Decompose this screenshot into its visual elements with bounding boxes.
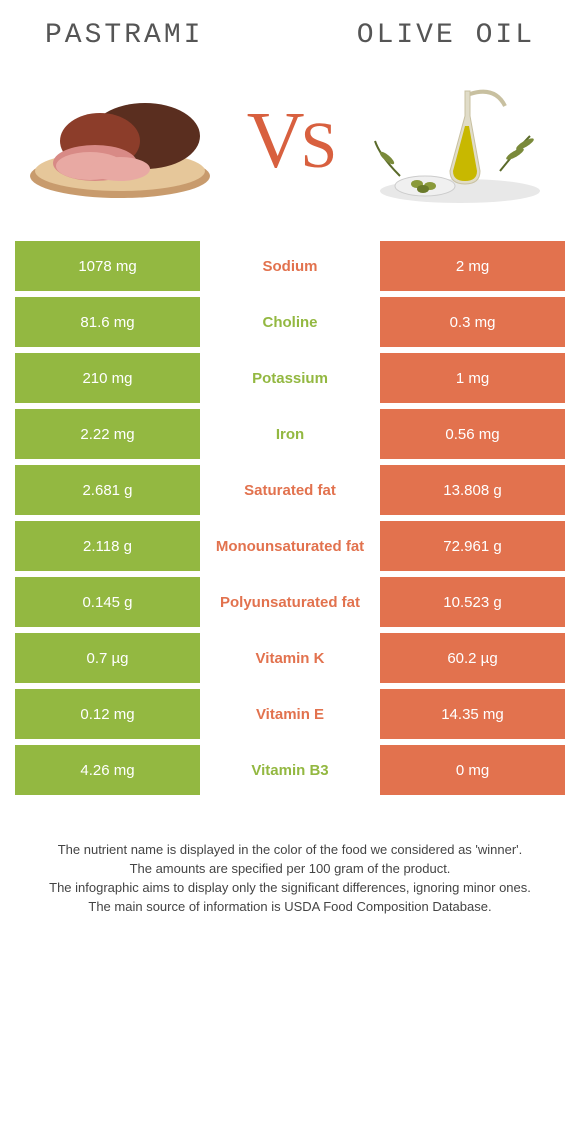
nutrient-label: Potassium xyxy=(200,353,380,403)
table-row: 2.22 mgIron0.56 mg xyxy=(15,409,565,459)
nutrient-label: Vitamin B3 xyxy=(200,745,380,795)
nutrient-label: Iron xyxy=(200,409,380,459)
nutrient-label: Polyunsaturated fat xyxy=(200,577,380,627)
vs-label: VS xyxy=(247,96,334,187)
vs-s: S xyxy=(301,109,334,182)
olive-oil-image xyxy=(365,81,555,201)
right-value: 2 mg xyxy=(380,241,565,291)
vs-v: V xyxy=(247,97,301,185)
nutrient-label: Saturated fat xyxy=(200,465,380,515)
title-left: PASTRAMI xyxy=(45,20,203,51)
left-value: 81.6 mg xyxy=(15,297,200,347)
left-value: 1078 mg xyxy=(15,241,200,291)
right-value: 0.3 mg xyxy=(380,297,565,347)
footer-line: The main source of information is USDA F… xyxy=(25,898,555,917)
table-row: 1078 mgSodium2 mg xyxy=(15,241,565,291)
left-value: 0.12 mg xyxy=(15,689,200,739)
left-value: 4.26 mg xyxy=(15,745,200,795)
table-row: 4.26 mgVitamin B30 mg xyxy=(15,745,565,795)
right-value: 14.35 mg xyxy=(380,689,565,739)
table-row: 210 mgPotassium1 mg xyxy=(15,353,565,403)
left-value: 0.7 µg xyxy=(15,633,200,683)
left-value: 2.118 g xyxy=(15,521,200,571)
left-value: 2.681 g xyxy=(15,465,200,515)
left-value: 210 mg xyxy=(15,353,200,403)
left-value: 0.145 g xyxy=(15,577,200,627)
table-row: 81.6 mgCholine0.3 mg xyxy=(15,297,565,347)
pastrami-image xyxy=(25,81,215,201)
right-value: 10.523 g xyxy=(380,577,565,627)
nutrient-label: Monounsaturated fat xyxy=(200,521,380,571)
table-row: 2.681 gSaturated fat13.808 g xyxy=(15,465,565,515)
table-row: 0.7 µgVitamin K60.2 µg xyxy=(15,633,565,683)
table-row: 0.12 mgVitamin E14.35 mg xyxy=(15,689,565,739)
title-right: OLIVE OIL xyxy=(357,20,535,51)
header: PASTRAMI OLIVE OIL xyxy=(15,20,565,81)
nutrient-label: Vitamin E xyxy=(200,689,380,739)
hero-row: VS xyxy=(15,81,565,241)
right-value: 13.808 g xyxy=(380,465,565,515)
nutrient-label: Vitamin K xyxy=(200,633,380,683)
left-value: 2.22 mg xyxy=(15,409,200,459)
footer-line: The amounts are specified per 100 gram o… xyxy=(25,860,555,879)
footer-line: The infographic aims to display only the… xyxy=(25,879,555,898)
footer-line: The nutrient name is displayed in the co… xyxy=(25,841,555,860)
footer-notes: The nutrient name is displayed in the co… xyxy=(15,801,565,916)
right-value: 72.961 g xyxy=(380,521,565,571)
right-value: 1 mg xyxy=(380,353,565,403)
table-row: 2.118 gMonounsaturated fat72.961 g xyxy=(15,521,565,571)
infographic-container: PASTRAMI OLIVE OIL VS xyxy=(0,0,580,936)
table-row: 0.145 gPolyunsaturated fat10.523 g xyxy=(15,577,565,627)
right-value: 0 mg xyxy=(380,745,565,795)
right-value: 60.2 µg xyxy=(380,633,565,683)
right-value: 0.56 mg xyxy=(380,409,565,459)
nutrient-label: Sodium xyxy=(200,241,380,291)
comparison-table: 1078 mgSodium2 mg 81.6 mgCholine0.3 mg 210… xyxy=(15,241,565,795)
nutrient-label: Choline xyxy=(200,297,380,347)
